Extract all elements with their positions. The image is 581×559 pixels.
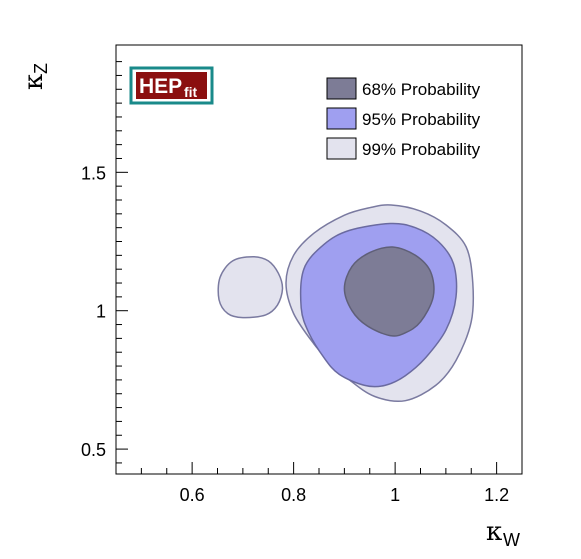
x-axis-title-symbol: κ xyxy=(486,517,502,547)
legend-label-68: 68% Probability xyxy=(362,80,481,99)
x-axis-title-subscript: W xyxy=(503,530,520,550)
y-tick-label: 1 xyxy=(96,302,106,322)
x-axis-title: κ W xyxy=(486,517,520,550)
legend-swatch-68 xyxy=(326,77,357,100)
legend-swatch-95 xyxy=(326,107,357,130)
logo-background xyxy=(136,72,207,99)
contour-68-region-0 xyxy=(343,246,435,337)
y-axis-title-symbol: κ xyxy=(19,74,49,90)
legend-label-99: 99% Probability xyxy=(362,140,481,159)
y-axis-title-subscript: Z xyxy=(31,63,51,74)
logo-sub-text: fit xyxy=(184,84,198,100)
x-tick-label: 0.8 xyxy=(281,485,306,505)
contour-99-region-1 xyxy=(217,255,284,319)
legend: 68% Probability 95% Probability 99% Prob… xyxy=(326,77,481,160)
legend-label-95: 95% Probability xyxy=(362,110,481,129)
y-axis-title: κ Z xyxy=(19,63,51,90)
x-tick-label: 0.6 xyxy=(180,485,205,505)
axis-ticks: 0.6 0.8 1 1.2 0.5 1 1.5 xyxy=(81,61,509,505)
x-tick-label: 1 xyxy=(390,485,400,505)
legend-swatch-99 xyxy=(326,137,357,160)
x-tick-label: 1.2 xyxy=(484,485,509,505)
logo-main-text: HEP xyxy=(139,75,182,98)
y-tick-label: 0.5 xyxy=(81,440,106,460)
contour-regions xyxy=(217,204,475,403)
hepfit-logo: HEP fit xyxy=(129,66,214,105)
y-tick-label: 1.5 xyxy=(81,163,106,183)
